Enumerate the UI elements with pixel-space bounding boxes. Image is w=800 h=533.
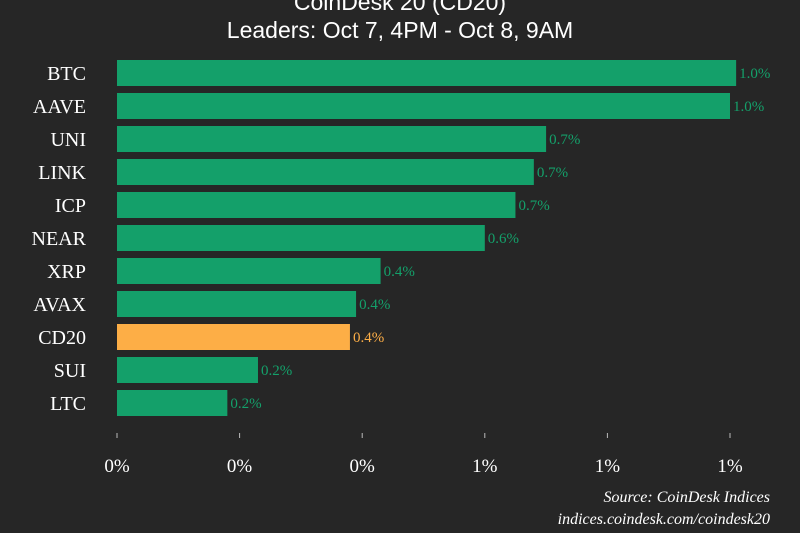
- category-label: BTC: [47, 63, 86, 85]
- category-label: NEAR: [32, 228, 87, 250]
- bar-near: [117, 225, 485, 251]
- x-tick-label: 1%: [472, 456, 498, 477]
- category-label: CD20: [38, 327, 86, 349]
- chart-title: CoinDesk 20 (CD20): [293, 0, 507, 15]
- bar-icp: [117, 192, 516, 218]
- value-label: 0.6%: [488, 231, 519, 247]
- value-label: 0.7%: [518, 198, 549, 214]
- category-label: SUI: [54, 360, 86, 382]
- category-label: LTC: [50, 393, 86, 415]
- x-tick-label: 0%: [227, 456, 253, 477]
- bar-xrp: [117, 258, 381, 284]
- bar-btc: [117, 60, 737, 86]
- value-label: 0.7%: [549, 132, 580, 148]
- category-label: AAVE: [33, 96, 86, 118]
- value-label: 0.2%: [261, 363, 292, 379]
- x-tick-label: 0%: [350, 456, 376, 477]
- x-tick-label: 1%: [717, 456, 743, 477]
- value-label: 0.4%: [359, 297, 390, 313]
- bar-aave: [117, 93, 730, 119]
- value-label: 1.0%: [733, 99, 764, 115]
- source-line: Source: CoinDesk Indices: [603, 489, 770, 506]
- url-line: indices.coindesk.com/coindesk20: [557, 511, 770, 528]
- x-tick-label: 1%: [595, 456, 621, 477]
- value-label: 0.4%: [353, 330, 384, 346]
- source-block: Source: CoinDesk Indices indices.coindes…: [558, 487, 770, 531]
- chart-subtitle: Leaders: Oct 7, 4PM - Oct 8, 9AM: [226, 17, 574, 43]
- x-tick-label: 0%: [104, 456, 130, 477]
- category-label: ICP: [55, 195, 86, 217]
- title-block: CoinDesk 20 (CD20) Leaders: Oct 7, 4PM -…: [0, 0, 800, 44]
- bar-ltc: [117, 390, 228, 416]
- value-label: 0.4%: [384, 264, 415, 280]
- value-label: 1.0%: [739, 66, 770, 82]
- category-label: LINK: [38, 162, 86, 184]
- bar-uni: [117, 126, 547, 152]
- bar-link: [117, 159, 534, 185]
- category-label: AVAX: [33, 294, 86, 316]
- bar-avax: [117, 291, 357, 317]
- bar-cd20: [117, 324, 350, 350]
- value-label: 0.7%: [537, 165, 568, 181]
- category-label: UNI: [50, 129, 86, 151]
- bar-sui: [117, 357, 258, 383]
- category-label: XRP: [47, 261, 86, 283]
- value-label: 0.2%: [230, 396, 261, 412]
